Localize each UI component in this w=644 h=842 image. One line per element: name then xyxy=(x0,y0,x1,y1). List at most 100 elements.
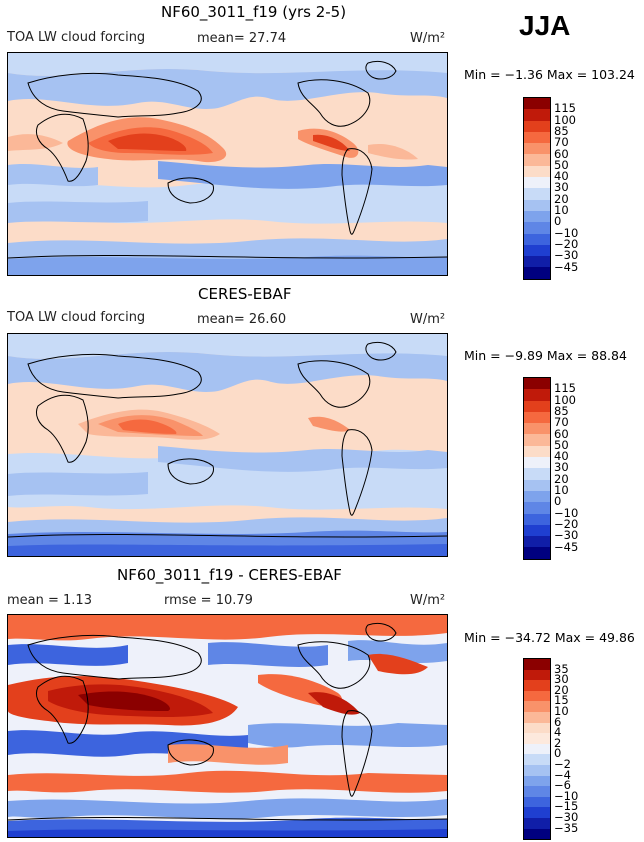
rmse-label: rmse = 10.79 xyxy=(164,593,253,608)
colorbar-segment xyxy=(524,445,550,458)
colorbar-segment xyxy=(524,659,550,670)
colorbar-segment xyxy=(524,680,550,691)
colorbar-segment xyxy=(524,457,550,469)
colorbar-segment xyxy=(524,98,550,110)
colorbar-tick-label: 50 xyxy=(554,157,569,172)
map-field xyxy=(8,53,447,275)
colorbar-tick-label: 50 xyxy=(554,437,569,452)
colorbar-tick-label: 60 xyxy=(554,426,569,441)
colorbar-observation xyxy=(523,377,551,560)
colorbar-segment xyxy=(524,775,550,787)
colorbar-segment xyxy=(524,222,550,234)
colorbar-segment xyxy=(524,378,550,390)
colorbar-segment xyxy=(524,233,550,245)
colorbar-segment xyxy=(524,199,550,211)
colorbar-segment xyxy=(524,807,550,818)
map-panel-model xyxy=(7,52,448,276)
colorbar-segment xyxy=(524,490,550,503)
colorbar-tick-label: 115 xyxy=(554,101,576,116)
colorbar-segment xyxy=(524,109,550,121)
panel-title: CERES-EBAF xyxy=(198,285,292,303)
colorbar-tick-label: 30 xyxy=(554,672,569,687)
colorbar-tick-label: −20 xyxy=(554,516,579,531)
colorbar-segment xyxy=(524,244,550,257)
colorbar-segment xyxy=(524,524,550,537)
units-label: W/m² xyxy=(410,312,446,327)
colorbar-tick-label: −45 xyxy=(554,259,579,274)
colorbar-tick-label: 70 xyxy=(554,135,569,150)
colorbar-segment xyxy=(524,828,550,840)
colorbar-segment xyxy=(524,143,550,155)
colorbar-segment xyxy=(524,411,550,424)
colorbar-segment xyxy=(524,743,550,755)
map-field xyxy=(8,334,447,556)
colorbar-segment xyxy=(524,120,550,132)
colorbar-tick-label: −30 xyxy=(554,248,579,263)
map-field xyxy=(8,615,447,837)
colorbar-segment xyxy=(524,690,550,702)
colorbar-segment xyxy=(524,468,550,480)
colorbar-tick-label: 20 xyxy=(554,191,569,206)
colorbar-tick-label: 0 xyxy=(554,214,562,229)
min-max-label: Min = −1.36 Max = 103.24 xyxy=(464,67,635,82)
colorbar-tick-label: −45 xyxy=(554,539,579,554)
colorbar-segment xyxy=(524,177,550,189)
colorbar-tick-label: −10 xyxy=(554,225,579,240)
variable-label: TOA LW cloud forcing xyxy=(7,310,146,325)
colorbar-tick-label: 0 xyxy=(554,494,562,509)
colorbar-segment xyxy=(524,267,550,279)
colorbar-tick-label: −30 xyxy=(554,810,579,824)
colorbar-tick-label: −15 xyxy=(554,799,579,814)
colorbar-tick-label: 40 xyxy=(554,449,569,464)
colorbar-tick-label: −30 xyxy=(554,528,579,543)
colorbar-segment xyxy=(524,764,550,776)
variable-label: TOA LW cloud forcing xyxy=(7,30,146,45)
colorbar-segment xyxy=(524,210,550,223)
colorbar-tick-label: 2 xyxy=(554,735,562,750)
colorbar-segment xyxy=(524,400,550,412)
colorbar-tick-label: −35 xyxy=(554,820,579,835)
colorbar-segment xyxy=(524,389,550,401)
colorbar-segment xyxy=(524,754,550,765)
colorbar-tick-label: 70 xyxy=(554,415,569,430)
colorbar-segment xyxy=(524,669,550,681)
mean-label: mean= 27.74 xyxy=(197,31,287,46)
colorbar-tick-label: 60 xyxy=(554,146,569,161)
colorbar-tick-label: 20 xyxy=(554,682,569,697)
season-label: JJA xyxy=(519,10,571,41)
colorbar-tick-label: 10 xyxy=(554,483,569,497)
map-panel-observation xyxy=(7,333,448,557)
mean-label: mean= 26.60 xyxy=(197,312,287,327)
colorbar-tick-label: −4 xyxy=(554,767,571,782)
colorbar-tick-label: 30 xyxy=(554,180,569,195)
colorbar-difference xyxy=(523,658,551,841)
colorbar-tick-label: 35 xyxy=(554,661,569,676)
colorbar-tick-label: 115 xyxy=(554,381,576,396)
colorbar-tick-label: 30 xyxy=(554,460,569,475)
colorbar-tick-label: 40 xyxy=(554,169,569,184)
colorbar-segment xyxy=(524,786,550,797)
colorbar-tick-label: −20 xyxy=(554,236,579,251)
colorbar-segment xyxy=(524,188,550,200)
min-max-label: Min = −9.89 Max = 88.84 xyxy=(464,348,627,363)
colorbar-tick-label: 85 xyxy=(554,123,569,138)
colorbar-segment xyxy=(524,796,550,808)
colorbar-segment xyxy=(524,154,550,166)
colorbar-tick-label: 85 xyxy=(554,403,569,418)
units-label: W/m² xyxy=(410,31,446,46)
colorbar-tick-label: 20 xyxy=(554,471,569,486)
units-label: W/m² xyxy=(410,593,446,608)
colorbar-segment xyxy=(524,513,550,525)
colorbar-tick-label: 0 xyxy=(554,746,562,761)
colorbar-segment xyxy=(524,536,550,548)
colorbar-segment xyxy=(524,722,550,734)
colorbar-tick-label: 10 xyxy=(554,203,569,217)
colorbar-tick-label: 15 xyxy=(554,693,569,708)
colorbar-segment xyxy=(524,131,550,144)
colorbar-segment xyxy=(524,165,550,178)
colorbar-segment xyxy=(524,733,550,744)
colorbar-segment xyxy=(524,701,550,712)
colorbar-tick-label: 100 xyxy=(554,112,576,127)
colorbar-segment xyxy=(524,817,550,829)
colorbar-tick-label: −10 xyxy=(554,505,579,520)
